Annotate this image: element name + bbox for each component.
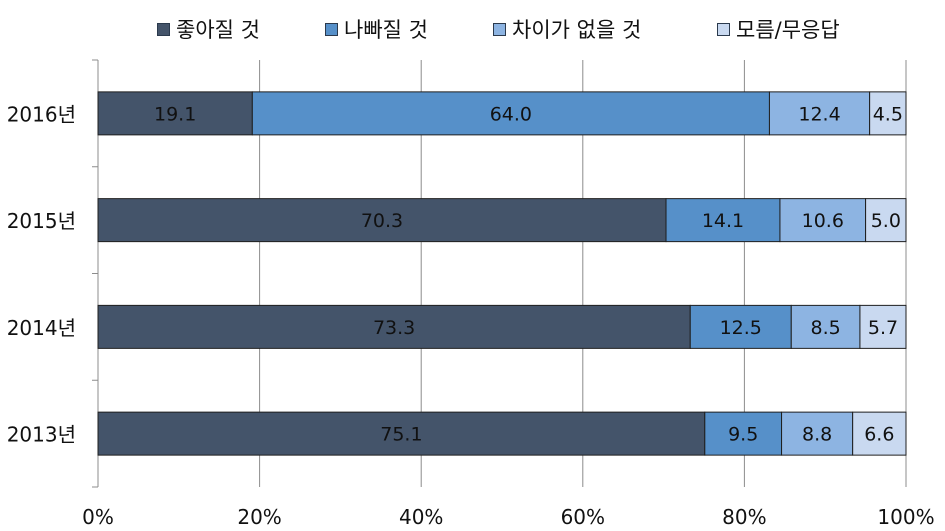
data-label: 10.6 [802,210,844,232]
bar-segment [779,198,867,243]
data-label: 14.1 [702,210,744,232]
bar-segment [97,91,253,136]
data-label: 64.0 [490,103,532,125]
data-label: 12.5 [720,317,762,339]
data-label: 9.5 [728,424,758,446]
bar-segment [97,198,667,243]
bar-segment [97,304,691,349]
legend-item-no-response: 모름/무응답 [717,14,840,44]
legend-label-worse: 나빠질 것 [344,18,428,42]
bar-segment [790,304,861,349]
data-label: 8.5 [810,317,840,339]
x-tick-label: 80% [722,505,766,529]
legend-label-no-response: 모름/무응답 [736,18,840,42]
data-label: 73.3 [373,317,415,339]
legend-label-better: 좋아질 것 [176,18,260,42]
data-label: 4.5 [873,103,903,125]
data-label: 8.8 [802,424,832,446]
bar-segment [781,411,854,456]
category-label: 2015년 [7,209,76,233]
data-label: 75.1 [380,424,422,446]
x-tick-label: 0% [82,505,114,529]
legend-swatch-no-difference [493,22,506,36]
x-tick-label: 40% [399,505,443,529]
bar-segment [689,304,792,349]
category-label: 2013년 [7,423,76,447]
bar-segment [251,91,770,136]
x-tick-label: 60% [561,505,605,529]
bar-segment [859,304,907,349]
data-label: 6.6 [864,424,894,446]
legend-item-worse: 나빠질 것 [325,14,428,44]
legend-swatch-no-response [717,22,730,36]
bar-segment [97,411,706,456]
category-label: 2016년 [7,102,76,126]
data-label: 19.1 [154,103,196,125]
legend-item-no-difference: 차이가 없을 것 [493,14,641,44]
data-label: 12.4 [798,103,840,125]
x-tick-label: 100% [877,505,934,529]
bar-segment [768,91,871,136]
bar-segment [865,198,907,243]
data-label: 70.3 [361,210,403,232]
legend-swatch-worse [325,22,338,36]
bar-segment [869,91,907,136]
legend-swatch-better [157,22,170,36]
bar-segment [852,411,907,456]
data-label: 5.0 [871,210,901,232]
data-label: 5.7 [868,317,898,339]
legend-label-no-difference: 차이가 없을 것 [512,18,642,42]
legend-item-better: 좋아질 것 [157,14,260,44]
category-label: 2014년 [7,316,76,340]
legend: 좋아질 것 나빠질 것 차이가 없을 것 모름/무응답 [0,14,945,46]
x-tick-label: 20% [237,505,281,529]
